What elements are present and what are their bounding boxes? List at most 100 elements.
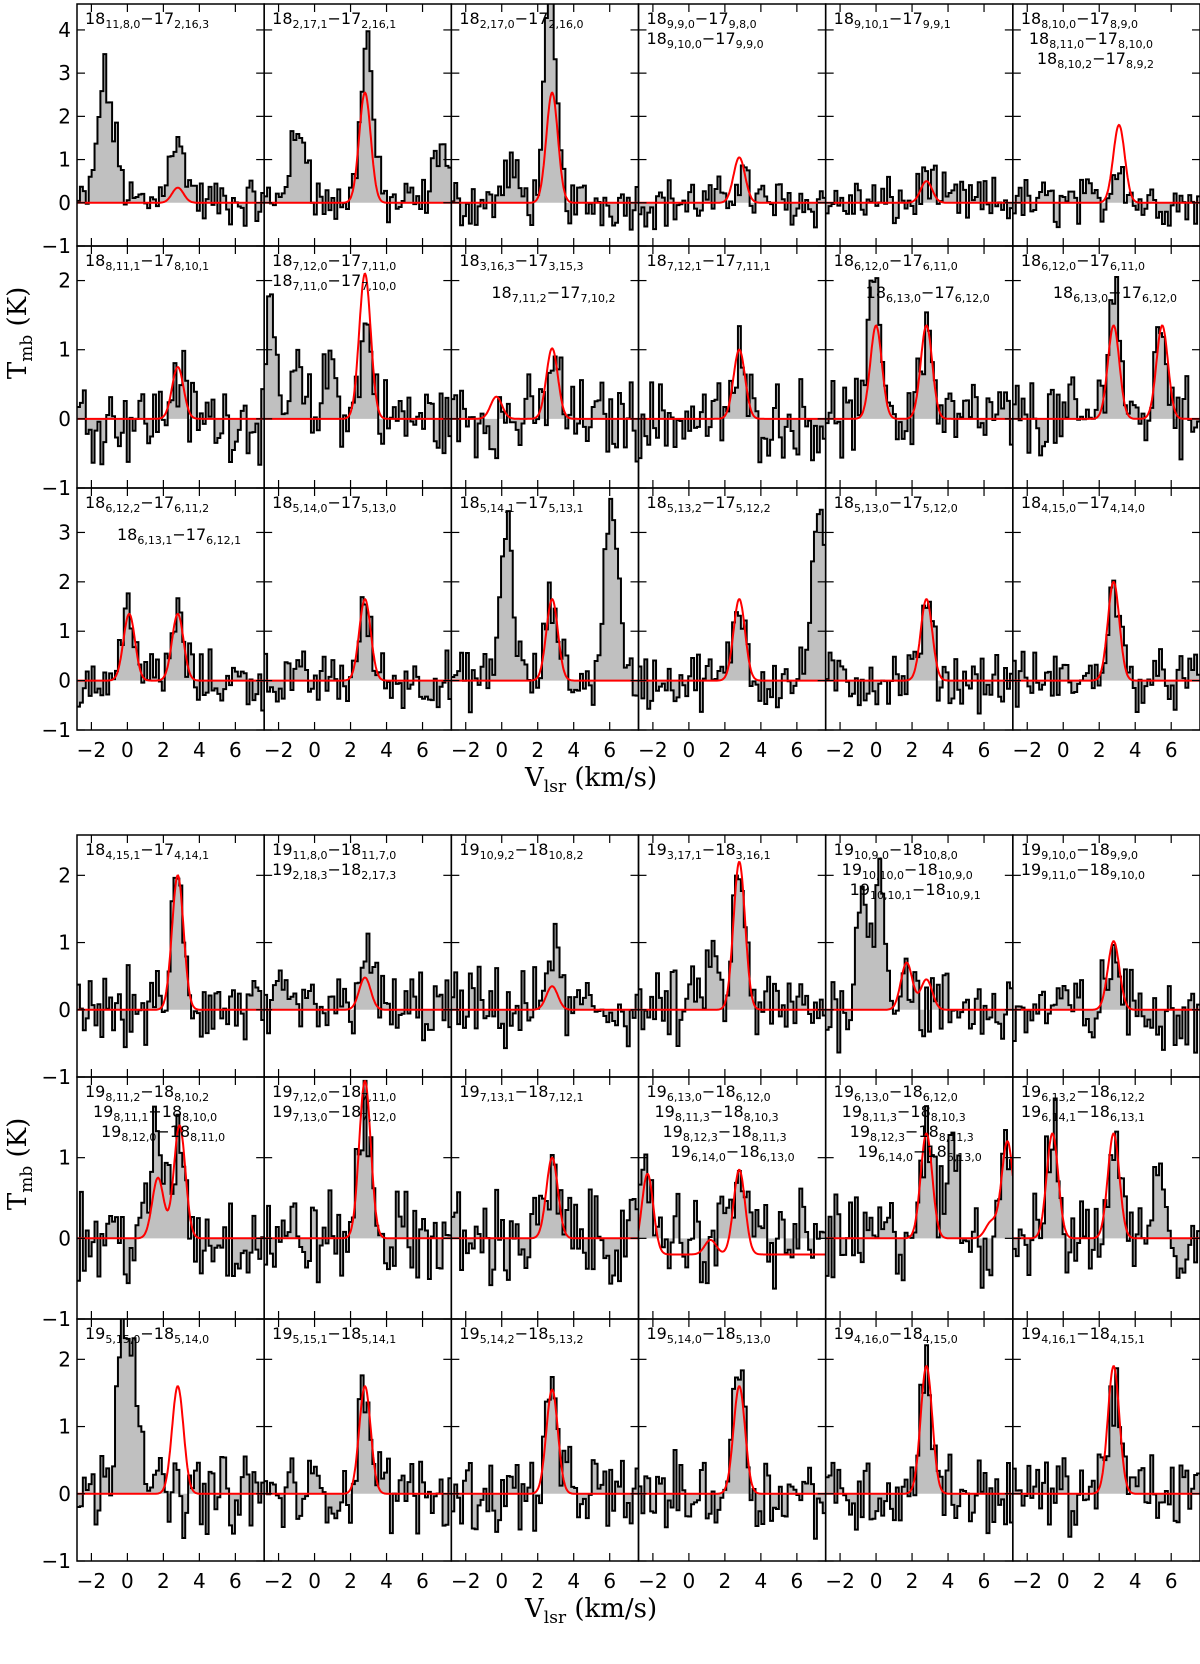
model-curve [77,1124,265,1240]
y-tick-label: 3 [58,61,71,85]
x-tick-label: 4 [567,738,580,762]
spectrum-panel-11: 186,12,0−176,11,0 186,13,0−176,12,0 [824,245,1014,489]
transition-label: 186,12,2−176,11,2 [85,493,209,515]
observed-fill [638,326,826,463]
x-tick-label: 6 [603,738,616,762]
transition-label: 194,16,0−184,15,0 [834,1324,958,1346]
x-tick-label: 6 [978,1569,991,1593]
model-curve [77,1385,265,1495]
observed-fill [451,1155,639,1286]
transition-label: 182,17,1−172,16,1 [272,9,396,31]
x-tick-label: −2 [264,1569,293,1593]
transition-label: 185,13,2−175,12,2 [647,493,771,515]
model-curve [1012,1132,1200,1240]
observed-spectrum [825,164,1013,225]
observed-fill [451,4,639,230]
observed-spectrum [264,293,452,455]
observed-spectrum [825,277,1013,459]
model-curve [825,180,1013,204]
x-tick-label: 4 [380,738,393,762]
observed-spectrum [77,349,265,466]
x-tick-label: 4 [1129,738,1142,762]
spectrum-panel-36: −2 0 2 4 6 194,16,1−184,15,1 [1012,1318,1200,1593]
transition-label: 196,13,2−186,12,2 [1021,1082,1145,1104]
observed-spectrum [825,600,1013,715]
transition-label: 195,14,2−185,13,2 [459,1324,583,1346]
model-curve [77,366,265,420]
transition-label: 196,14,0−186,13,0 [671,1142,795,1164]
y-tick-label: −1 [42,1549,71,1573]
x-tick-label: 2 [344,738,357,762]
transition-label: 188,11,1−178,10,1 [85,251,209,273]
y-tick-label: 3 [58,520,71,544]
observed-spectrum [638,164,826,231]
transition-label: 182,17,0−172,16,0 [459,9,583,31]
transition-label: 199,10,0−189,9,0 [1021,840,1138,862]
x-tick-label: 6 [1165,738,1178,762]
y-tick-label: 4 [58,18,71,42]
spectrum-panel-16: −2 0 2 4 6 185,13,2−175,12,2 [637,487,827,762]
observed-fill [638,165,826,230]
spectrum-panel-21: 1910,9,2−1810,8,2 [450,834,640,1078]
transition-label: 186,12,0−176,11,0 [834,251,958,273]
x-tick-label: 4 [193,738,206,762]
x-tick-label: −2 [638,1569,667,1593]
observed-spectrum [451,4,639,231]
transition-label: 198,11,3−188,10,3 [842,1102,966,1124]
panel-frame [76,487,265,731]
y-tick-label: 1 [58,1415,71,1439]
observed-fill [1012,944,1200,1053]
x-tick-label: 0 [308,738,321,762]
transition-label: 186,13,0−176,12,0 [1053,283,1177,305]
panel-frame [450,245,640,489]
spectrum-panel-3: 182,17,0−172,16,0 [450,3,640,247]
observed-fill [1012,1368,1200,1537]
spectrum-panel-7: −1 0 1 2 188,11,1−178,10,1 [42,245,265,500]
spectrum-panel-9: 183,16,3−173,15,3 187,11,2−177,10,2 [450,245,640,489]
model-curve [1012,324,1200,420]
x-tick-label: 4 [942,738,955,762]
model-curve [825,324,1013,420]
transition-label: 198,11,1−188,10,0 [93,1102,217,1124]
model-curve [825,1365,1013,1495]
model-curve [1012,940,1200,1011]
transition-label: 192,18,3−182,17,3 [272,860,396,882]
x-tick-label: 4 [755,1569,768,1593]
transition-label: 1910,9,0−1810,8,0 [834,840,958,862]
panel-frame [637,487,827,731]
transition-label: 189,10,1−179,9,1 [834,9,951,31]
transition-label: 185,13,0−175,12,0 [834,493,958,515]
x-tick-label: 6 [791,1569,804,1593]
y-tick-label: 1 [58,931,71,955]
x-tick-label: −2 [451,738,480,762]
x-tick-label: 4 [567,1569,580,1593]
transition-label: 197,12,0−187,11,0 [272,1082,396,1104]
x-tick-label: 0 [870,738,883,762]
observed-spectrum [1012,1367,1200,1538]
x-tick-label: −2 [77,1569,106,1593]
model-curve [264,1080,452,1240]
transition-label: 186,13,1−176,12,1 [117,525,241,547]
transition-label: 196,13,0−186,12,0 [647,1082,771,1104]
x-tick-label: 6 [416,738,429,762]
observed-fill [825,858,1013,1053]
x-tick-label: 6 [791,738,804,762]
observed-spectrum [77,1319,265,1539]
x-tick-label: 2 [1093,738,1106,762]
x-tick-label: 0 [683,738,696,762]
transition-label: 196,13,0−186,12,0 [834,1082,958,1104]
y-tick-label: 2 [58,269,71,293]
x-tick-label: 6 [603,1569,616,1593]
model-curve [451,91,639,204]
x-tick-label: 2 [531,738,544,762]
spectrum-panel-27: 197,13,1−187,12,1 [450,1076,640,1320]
observed-spectrum [451,922,639,1050]
transition-label: 198,12,0−188,11,0 [101,1122,225,1144]
transition-label: 187,12,1−177,11,1 [647,251,771,273]
spectrum-panel-28: 196,13,0−186,12,0198,11,3−188,10,3198,12… [637,1076,827,1320]
y-tick-label: −1 [42,476,71,500]
